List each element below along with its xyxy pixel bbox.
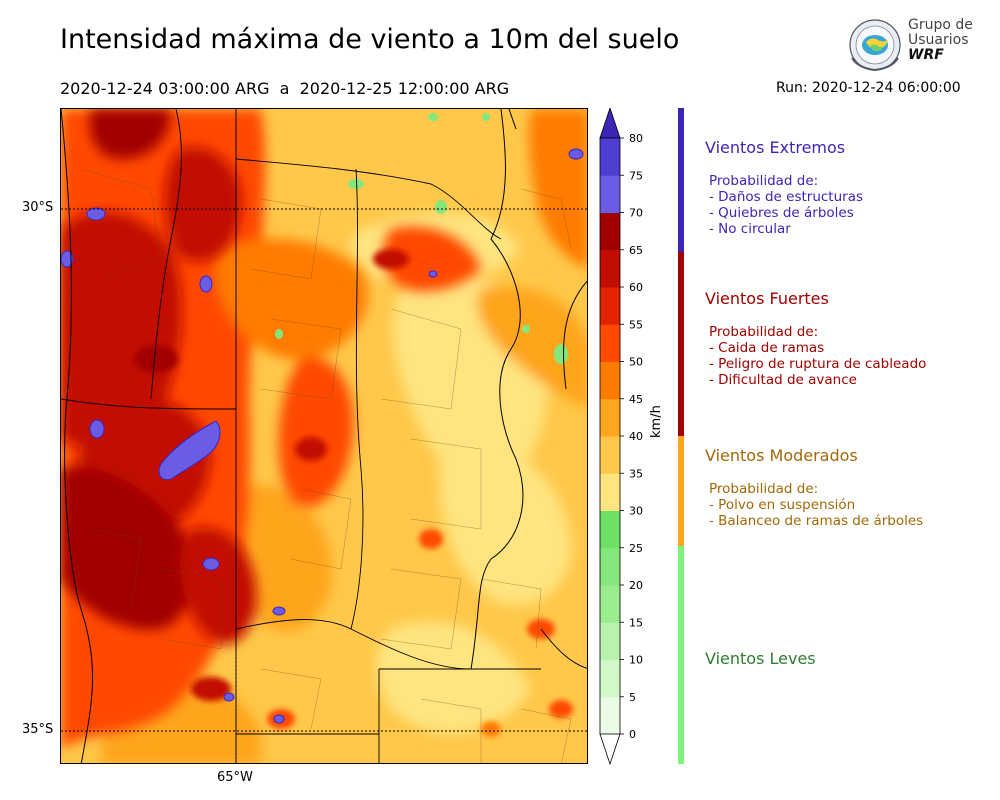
colorbar-tick-label: 80 xyxy=(629,132,643,145)
colorbar-band xyxy=(600,436,620,474)
colorbar-tick-label: 5 xyxy=(629,691,636,704)
colorbar-band xyxy=(600,510,620,549)
category-bar-extremos xyxy=(678,108,684,252)
colorbar-tick-label: 70 xyxy=(629,207,643,220)
colorbar-band xyxy=(600,659,620,698)
model-run-time: Run: 2020-12-24 06:00:00 xyxy=(776,80,961,96)
globe-icon xyxy=(849,19,901,72)
wind-field-extreme-patches xyxy=(61,148,584,724)
colorbar-tick-label: 75 xyxy=(629,169,643,182)
desc-line: - Polvo en suspensión xyxy=(709,497,856,513)
colorbar-arrow-top xyxy=(599,106,621,139)
grupo-usuarios-wrf-logo: Grupo de Usuarios WRF xyxy=(848,18,978,74)
desc-line: - Quiebres de árboles xyxy=(709,205,854,221)
wind-field-plot xyxy=(61,109,587,763)
colorbar-band xyxy=(600,473,620,511)
lon-label-65w: 65°W xyxy=(217,770,253,785)
category-desc-moderados: Probabilidad de: - Polvo en suspensión -… xyxy=(705,481,923,529)
colorbar-tick-label: 30 xyxy=(629,505,643,518)
colorbar-tick-label: 35 xyxy=(629,467,643,480)
colorbar-band xyxy=(600,696,620,735)
colorbar-tick-label: 15 xyxy=(629,616,643,629)
desc-line: Probabilidad de: xyxy=(709,173,819,189)
colorbar-tick-label: 25 xyxy=(629,542,643,555)
desc-line: - No circular xyxy=(709,221,791,237)
colorbar-tick-label: 45 xyxy=(629,393,643,406)
colorbar-tick-label: 60 xyxy=(629,281,643,294)
colorbar-band xyxy=(600,585,620,623)
colorbar-band xyxy=(600,622,620,660)
desc-line: - Dificultad de avance xyxy=(709,372,857,388)
category-title-extremos: Vientos Extremos xyxy=(705,138,846,157)
colorbar-tick-label: 10 xyxy=(629,654,643,667)
colorbar-band xyxy=(600,287,620,325)
colorbar-tick-label: 50 xyxy=(629,356,643,369)
colorbar-tick-label: 40 xyxy=(629,430,643,443)
category-extremos: Vientos Extremos Probabilidad de: - Daño… xyxy=(705,138,863,237)
colorbar-scale: 0 5 10 15 20 25 30 35 40 45 50 55 60 65 70 75 80 xyxy=(599,106,643,766)
colorbar-tick-label: 0 xyxy=(629,728,636,741)
map-title: Intensidad máxima de viento a 10m del su… xyxy=(60,24,680,55)
colorbar-band xyxy=(600,212,620,251)
logo-line-1: Grupo de xyxy=(908,17,973,33)
colorbar: 0 5 10 15 20 25 30 35 40 45 50 55 60 65 70 75 80 xyxy=(598,106,678,768)
desc-line: Probabilidad de: xyxy=(709,324,819,340)
category-title-fuertes: Vientos Fuertes xyxy=(705,289,829,308)
category-desc-extremos: Probabilidad de: - Daños de estructuras … xyxy=(705,173,863,237)
desc-line: - Daños de estructuras xyxy=(709,189,864,205)
lat-label-35s: 35°S xyxy=(22,722,54,737)
wind-intensity-map[interactable] xyxy=(60,108,588,764)
desc-line: - Peligro de ruptura de cableado xyxy=(709,356,927,372)
logo-line-3: WRF xyxy=(908,47,944,63)
desc-line: - Caida de ramas xyxy=(709,340,825,356)
colorbar-band xyxy=(600,138,620,176)
colorbar-band xyxy=(600,175,620,213)
colorbar-tick-label: 65 xyxy=(629,244,643,257)
desc-line: - Balanceo de ramas de árboles xyxy=(709,513,924,529)
category-title-moderados: Vientos Moderados xyxy=(705,446,858,465)
colorbar-unit: km/h xyxy=(649,405,664,438)
wind-field-very-strong xyxy=(61,109,257,645)
colorbar-arrow-bottom xyxy=(599,733,621,766)
wind-field-light-patches xyxy=(275,113,568,364)
colorbar-band xyxy=(600,361,620,400)
logo-text: Grupo de Usuarios WRF xyxy=(908,18,973,63)
department-borders xyxy=(80,168,572,763)
colorbar-band xyxy=(600,324,620,362)
colorbar-band xyxy=(600,547,620,586)
lat-label-30s: 30°S xyxy=(22,200,54,215)
category-title-leves: Vientos Leves xyxy=(705,649,816,668)
category-bar-fuertes xyxy=(678,252,684,436)
category-moderados: Vientos Moderados Probabilidad de: - Pol… xyxy=(705,446,923,529)
category-fuertes: Vientos Fuertes Probabilidad de: - Caida… xyxy=(705,289,926,388)
logo-line-2: Usuarios xyxy=(908,32,969,48)
forecast-period: 2020-12-24 03:00:00 ARG a 2020-12-25 12:… xyxy=(60,79,510,98)
colorbar-band xyxy=(600,249,620,288)
graticule xyxy=(61,109,587,763)
desc-line: Probabilidad de: xyxy=(709,481,819,497)
category-desc-fuertes: Probabilidad de: - Caida de ramas - Peli… xyxy=(705,324,926,388)
category-bar-leves xyxy=(678,546,684,764)
country-borders xyxy=(61,109,587,763)
category-leves: Vientos Leves xyxy=(705,649,816,668)
colorbar-band xyxy=(600,398,620,437)
wind-field-moderate xyxy=(101,212,587,763)
colorbar-tick-label: 20 xyxy=(629,579,643,592)
colorbar-tick-label: 55 xyxy=(629,318,643,331)
category-bar-moderados xyxy=(678,436,684,546)
